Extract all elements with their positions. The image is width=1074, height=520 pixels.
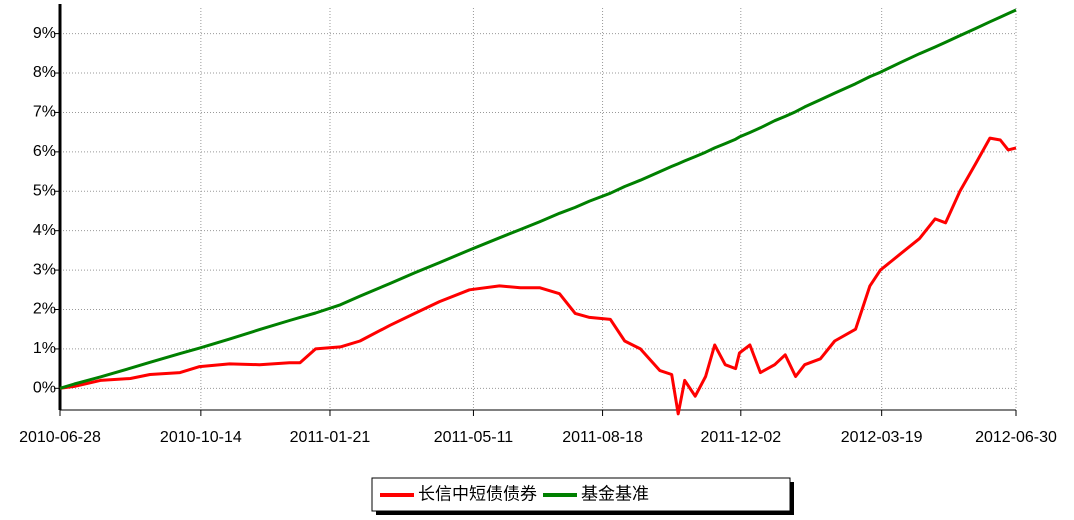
x-tick-label: 2010-06-28 (19, 429, 101, 446)
y-tick-label: 5% (33, 182, 56, 199)
x-tick-label: 2011-08-18 (562, 429, 643, 446)
series-line (59, 8, 1017, 390)
x-tick-label: 2011-05-11 (434, 429, 514, 446)
y-tick-label: 1% (33, 340, 56, 357)
x-tick-label: 2012-06-30 (975, 429, 1057, 446)
y-tick-label: 8% (33, 64, 56, 81)
y-tick-label: 6% (33, 143, 56, 160)
legend-label: 长信中短债债券 (418, 484, 537, 503)
y-tick-label: 7% (33, 104, 56, 121)
x-tick-label: 2011-01-21 (290, 429, 371, 446)
legend-box (371, 477, 791, 512)
y-tick-label: 9% (33, 25, 56, 42)
legend-label: 基金基准 (581, 484, 649, 503)
legend: 长信中短债债券 基金基准 (371, 477, 794, 515)
y-tick-label: 4% (33, 222, 56, 239)
y-tick-label: 0% (33, 380, 56, 397)
y-tick-label: 2% (33, 301, 56, 318)
y-tick-label: 3% (33, 261, 56, 278)
x-tick-label: 2010-10-14 (160, 429, 242, 446)
series-line (59, 136, 1017, 416)
x-tick-label: 2012-03-19 (841, 429, 923, 446)
x-tick-label: 2011-12-02 (700, 429, 781, 446)
